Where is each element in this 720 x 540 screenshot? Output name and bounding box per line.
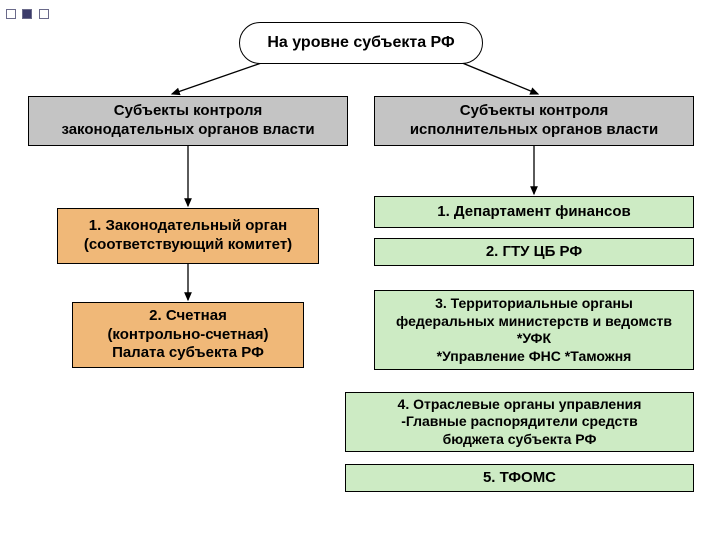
- right-item-1: 1. Департамент финансов: [374, 196, 694, 228]
- left-item-2: 2. Счетная(контрольно-счетная)Палата суб…: [72, 302, 304, 368]
- decor-squares: [6, 6, 51, 24]
- branch-head-left-label: Субъекты контролязаконодательных органов…: [61, 102, 314, 140]
- decor-sq: [22, 9, 32, 19]
- decor-sq: [39, 9, 49, 19]
- connector-arrow: [172, 60, 270, 94]
- left-item-2-label: 2. Счетная(контрольно-счетная)Палата суб…: [107, 307, 268, 363]
- decor-sq: [6, 9, 16, 19]
- branch-head-left: Субъекты контролязаконодательных органов…: [28, 96, 348, 146]
- left-item-1: 1. Законодательный орган(соответствующий…: [57, 208, 319, 264]
- right-item-1-label: 1. Департамент финансов: [437, 203, 631, 222]
- right-item-5-label: 5. ТФОМС: [483, 469, 556, 488]
- right-item-3: 3. Территориальные органыфедеральных мин…: [374, 290, 694, 370]
- branch-head-right: Субъекты контроляисполнительных органов …: [374, 96, 694, 146]
- branch-head-right-label: Субъекты контроляисполнительных органов …: [410, 102, 658, 140]
- title-box-label: На уровне субъекта РФ: [267, 33, 454, 53]
- right-item-4-label: 4. Отраслевые органы управления-Главные …: [398, 396, 642, 449]
- right-item-2: 2. ГТУ ЦБ РФ: [374, 238, 694, 266]
- right-item-4: 4. Отраслевые органы управления-Главные …: [345, 392, 694, 452]
- left-item-1-label: 1. Законодательный орган(соответствующий…: [84, 217, 292, 255]
- title-box: На уровне субъекта РФ: [239, 22, 483, 64]
- right-item-2-label: 2. ГТУ ЦБ РФ: [486, 243, 582, 262]
- right-item-5: 5. ТФОМС: [345, 464, 694, 492]
- connector-arrow: [455, 60, 538, 94]
- right-item-3-label: 3. Территориальные органыфедеральных мин…: [396, 295, 672, 365]
- connector-layer: [0, 0, 720, 540]
